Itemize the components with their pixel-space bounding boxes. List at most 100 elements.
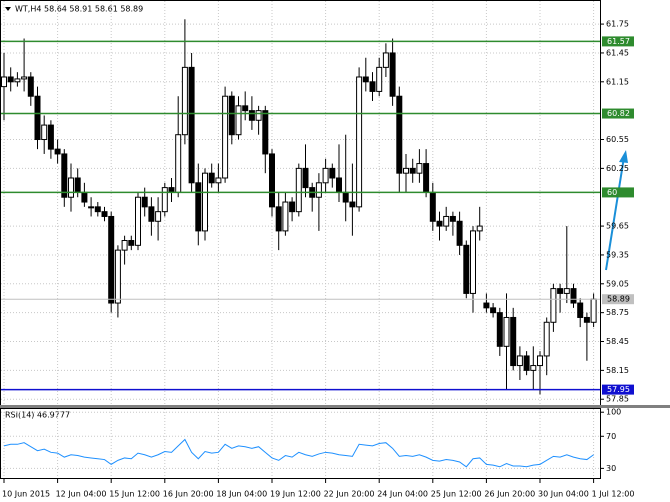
candle-body [47, 124, 54, 150]
x-tick-label: 16 Jun 20:00 [163, 490, 214, 499]
y-tick-label: 61.15 [606, 77, 629, 86]
candle-body [135, 196, 141, 246]
rsi-tick-label: 30 [606, 464, 616, 473]
candle-body [34, 95, 41, 141]
y-tick-label: 60.55 [606, 135, 629, 144]
x-tick-label: 22 Jun 20:00 [324, 490, 375, 499]
candle-body [329, 167, 336, 179]
level-tag [602, 108, 634, 119]
candle-body [208, 172, 215, 184]
candle-body [175, 134, 182, 193]
candle-body [570, 288, 577, 304]
candle-body [396, 95, 403, 174]
candle-body [456, 220, 463, 246]
candle-body [262, 110, 269, 155]
last-price-tag [602, 294, 634, 305]
candle-body [362, 76, 369, 83]
candle-body [21, 76, 28, 80]
menu-icon[interactable] [5, 7, 11, 11]
pane-separator [0, 405, 670, 408]
candle-body [590, 298, 597, 323]
candle-body [242, 105, 249, 112]
candle-body [369, 81, 376, 92]
candle-body [342, 191, 349, 203]
candle-body [114, 249, 121, 304]
level-label: 60 [607, 188, 617, 197]
rsi-tick-label: 100 [606, 408, 621, 417]
y-tick-label: 59.05 [606, 279, 629, 288]
candle-body [188, 66, 195, 184]
y-tick-label: 59.35 [606, 250, 629, 259]
candle-body [74, 177, 81, 193]
candle-body [289, 201, 296, 213]
candle-body [108, 215, 115, 304]
candle-body [181, 66, 188, 136]
candle-body [41, 124, 48, 141]
x-tick-label: 26 Jun 20:00 [484, 490, 535, 499]
x-tick-label: 15 Jun 12:00 [109, 490, 160, 499]
candle-body [483, 302, 490, 309]
candle-body [295, 167, 302, 213]
x-tick-label: 24 Jun 04:00 [377, 490, 428, 499]
candle-body [14, 78, 21, 83]
candle-body [376, 66, 383, 92]
level-label: 57.95 [607, 385, 630, 394]
x-tick-label: 25 Jun 12:00 [431, 490, 482, 499]
candle-body [577, 302, 584, 318]
candle-body [121, 240, 128, 251]
forecast-arrow-head [619, 150, 628, 163]
x-tick-label: 12 Jun 04:00 [56, 490, 107, 499]
candle-body [443, 215, 450, 227]
candle-body [68, 177, 74, 198]
x-tick-label: 1 Jul 12:00 [592, 490, 635, 499]
rsi-label: RSI(14) 46.9777 [5, 411, 70, 420]
candle-body [409, 167, 416, 174]
candle-body [563, 288, 570, 294]
candle-body [94, 206, 101, 213]
candle-body [470, 230, 476, 294]
rsi-line [3, 438, 594, 468]
candle-body [530, 365, 537, 371]
candle-body [356, 76, 363, 208]
candle-body [141, 196, 148, 208]
y-tick-label: 58.15 [606, 366, 629, 375]
candle-body [255, 110, 262, 121]
candle-body [27, 76, 34, 97]
y-tick-label: 58.45 [606, 337, 629, 346]
candle-body [476, 225, 483, 232]
candle-body [382, 52, 389, 68]
candle-body [429, 191, 436, 222]
candle-body [7, 76, 14, 83]
candle-body [88, 206, 95, 209]
candle-body [202, 172, 208, 232]
y-tick-label: 61.75 [606, 20, 629, 29]
candle-body [496, 312, 503, 347]
candle-body [302, 167, 309, 189]
candle-body [215, 177, 222, 184]
candle-body [228, 95, 235, 136]
x-tick-label: 30 Jun 04:00 [538, 490, 589, 499]
marks [1, 19, 600, 468]
candle-body [222, 95, 229, 179]
last-price-label: 58.89 [607, 295, 630, 304]
x-tick-label: 19 Jun 12:00 [270, 490, 321, 499]
y-tick-label: 59.65 [606, 222, 629, 231]
candle-body [235, 105, 242, 136]
y-tick-label: 61.45 [606, 48, 629, 57]
candle-body [423, 163, 430, 193]
candle-body [349, 201, 356, 208]
candle-body [543, 321, 550, 357]
candle-body [248, 110, 255, 121]
candle-body [61, 153, 68, 198]
candle-body [463, 244, 470, 294]
y-tick-label: 58.75 [606, 308, 629, 317]
candle-body [148, 206, 155, 222]
candle-body [389, 52, 396, 97]
candle-body [275, 206, 282, 232]
candle-body [336, 177, 342, 193]
candle-body [449, 215, 456, 222]
candle-body [315, 182, 322, 198]
forecast-arrow [605, 156, 625, 271]
